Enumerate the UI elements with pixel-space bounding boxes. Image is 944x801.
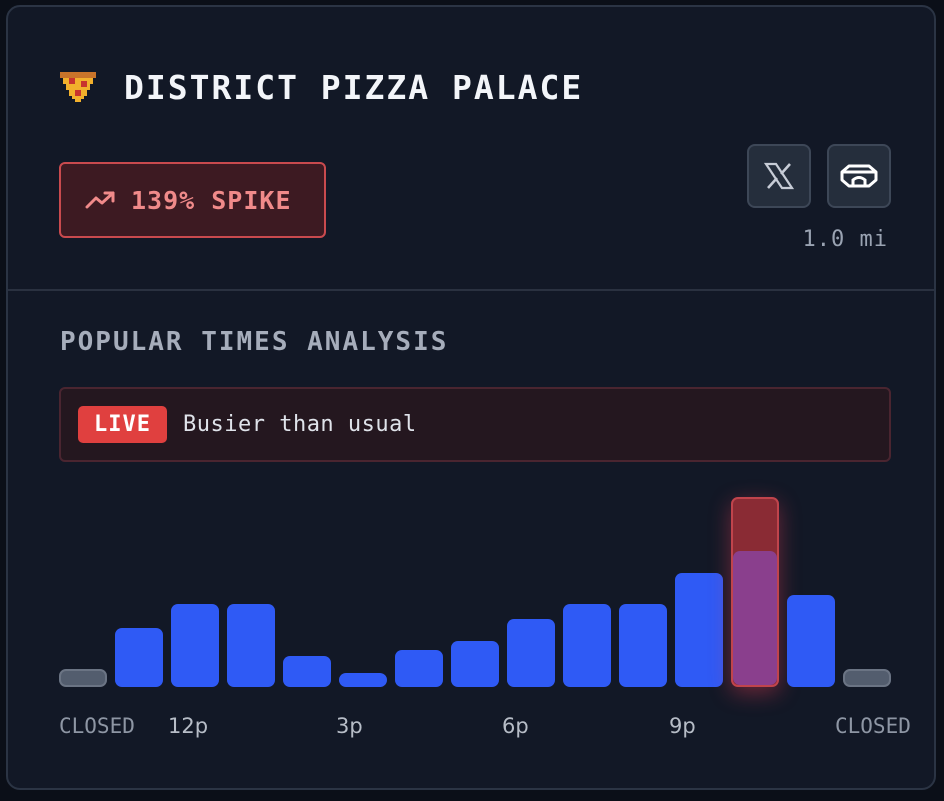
spike-badge: 139% SPIKE xyxy=(59,162,326,238)
popular-times-title: POPULAR TIMES ANALYSIS xyxy=(60,327,449,357)
axis-label-6p: 6p xyxy=(502,714,529,738)
axis-label-9p: 9p xyxy=(669,714,696,738)
trending-up-icon xyxy=(85,191,115,209)
hour-bar xyxy=(619,603,667,687)
map-button[interactable] xyxy=(827,144,891,208)
hour-bar xyxy=(563,603,611,687)
x-share-button[interactable] xyxy=(747,144,811,208)
hour-bar xyxy=(283,656,331,687)
spike-label: 139% SPIKE xyxy=(131,185,292,215)
hour-bar xyxy=(507,619,555,687)
axis-label-3p: 3p xyxy=(336,714,363,738)
stadium-icon xyxy=(840,164,878,188)
hour-bar xyxy=(115,627,163,687)
axis-label-12p: 12p xyxy=(168,714,209,738)
section-divider xyxy=(8,289,934,291)
hour-bar xyxy=(451,641,499,687)
closed-bar xyxy=(59,669,107,687)
distance-label: 1.0 mi xyxy=(802,227,888,252)
title-row: DISTRICT PIZZA PALACE xyxy=(60,67,583,107)
axis-label-closed-start: CLOSED xyxy=(59,714,135,738)
hour-bar xyxy=(675,573,723,687)
closed-bar xyxy=(843,669,891,687)
venue-card: DISTRICT PIZZA PALACE 139% SPIKE 1.0 mi … xyxy=(6,5,936,790)
usual-overlay-bar xyxy=(733,551,777,685)
x-logo-icon xyxy=(764,162,794,190)
hour-bar xyxy=(787,595,835,687)
live-status-box: LIVE Busier than usual xyxy=(59,387,891,462)
pizza-slice-icon xyxy=(60,72,96,102)
axis-label-closed-end: CLOSED xyxy=(835,714,911,738)
live-status-text: Busier than usual xyxy=(182,412,417,437)
hour-bar xyxy=(227,603,275,687)
hour-bar xyxy=(171,603,219,687)
hour-bar xyxy=(395,649,443,687)
venue-title: DISTRICT PIZZA PALACE xyxy=(124,67,584,107)
popular-times-chart xyxy=(8,487,938,687)
live-badge: LIVE xyxy=(78,406,167,443)
hour-bar xyxy=(339,673,387,687)
